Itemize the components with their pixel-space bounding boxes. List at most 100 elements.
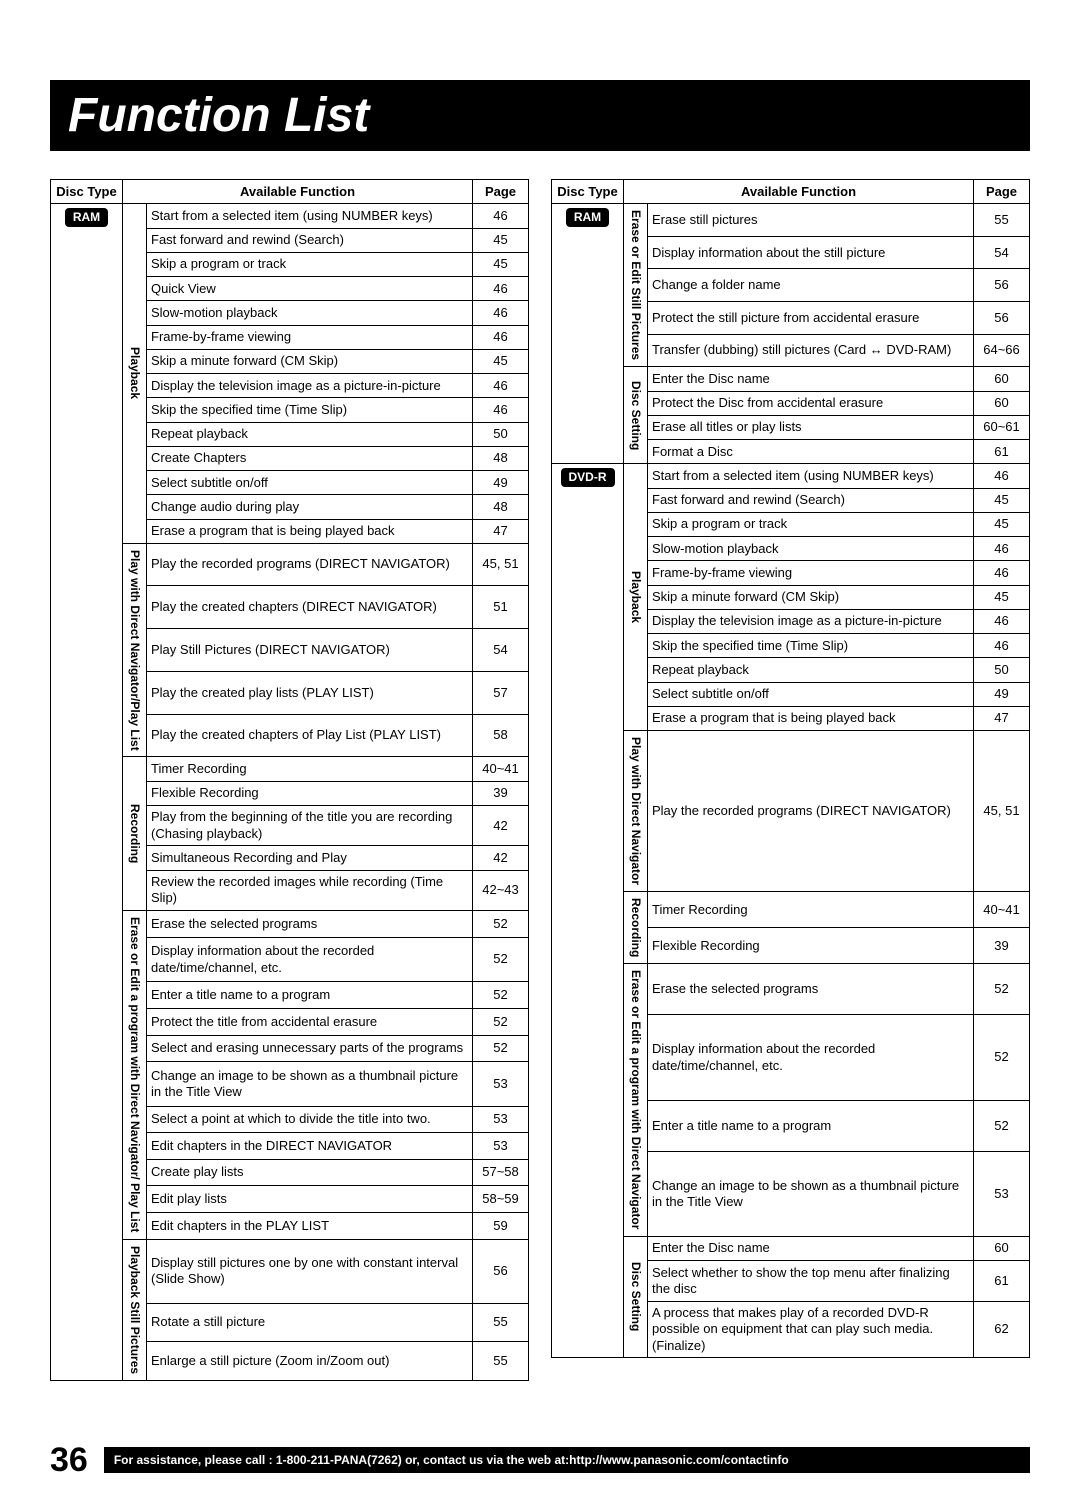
page-cell: 45: [473, 349, 529, 373]
disc-type-cell: DVD-R: [552, 464, 624, 1358]
page-cell: 57: [473, 671, 529, 714]
page-cell: 50: [974, 658, 1030, 682]
function-cell: Slow-motion playback: [147, 301, 473, 325]
function-cell: Play the recorded programs (DIRECT NAVIG…: [648, 731, 974, 892]
function-cell: Transfer (dubbing) still pictures (Card …: [648, 334, 974, 367]
page-cell: 46: [473, 374, 529, 398]
disc-type-cell: RAM: [51, 204, 123, 1380]
category-label: Erase or Edit Still Pictures: [624, 204, 648, 367]
function-cell: Enter a title name to a program: [147, 982, 473, 1009]
page-cell: 42: [473, 846, 529, 870]
page-cell: 52: [974, 964, 1030, 1015]
function-cell: Play the created chapters of Play List (…: [147, 714, 473, 757]
page-cell: 52: [473, 982, 529, 1009]
main-columns: Disc Type Available Function Page RAM Pla…: [50, 179, 1030, 1381]
function-cell: Play the created play lists (PLAY LIST): [147, 671, 473, 714]
page-cell: 46: [473, 277, 529, 301]
page-cell: 52: [974, 1100, 1030, 1151]
table-row: Play with Direct NavigatorPlay the recor…: [552, 731, 1030, 892]
function-cell: Play from the beginning of the title you…: [147, 805, 473, 846]
function-cell: Display the television image as a pictur…: [648, 609, 974, 633]
function-cell: Change a folder name: [648, 269, 974, 302]
disc-badge: DVD-R: [561, 468, 615, 487]
page-cell: 42: [473, 805, 529, 846]
function-cell: Erase the selected programs: [147, 911, 473, 938]
function-cell: Review the recorded images while recordi…: [147, 870, 473, 911]
function-cell: Enlarge a still picture (Zoom in/Zoom ou…: [147, 1342, 473, 1380]
category-label: Recording: [624, 892, 648, 964]
function-cell: Flexible Recording: [147, 781, 473, 805]
function-cell: Protect the Disc from accidental erasure: [648, 391, 974, 415]
page-title: Function List: [50, 88, 1030, 143]
page-cell: 58~59: [473, 1186, 529, 1213]
page-cell: 50: [473, 422, 529, 446]
page-cell: 62: [974, 1301, 1030, 1358]
function-cell: Erase a program that is being played bac…: [648, 706, 974, 730]
function-cell: Timer Recording: [648, 892, 974, 928]
page-cell: 45: [974, 512, 1030, 536]
table-row: RAMErase or Edit Still PicturesErase sti…: [552, 204, 1030, 237]
function-cell: Change an image to be shown as a thumbna…: [147, 1062, 473, 1106]
page-cell: 54: [974, 236, 1030, 269]
function-cell: Create play lists: [147, 1159, 473, 1186]
th-page: Page: [473, 180, 529, 204]
function-cell: Select a point at which to divide the ti…: [147, 1106, 473, 1133]
page-cell: 60: [974, 1236, 1030, 1260]
function-cell: Erase a program that is being played bac…: [147, 519, 473, 543]
page-cell: 60~61: [974, 415, 1030, 439]
table-row: Playback Still PicturesDisplay still pic…: [51, 1239, 529, 1303]
th-disc-type: Disc Type: [51, 180, 123, 204]
page-cell: 53: [473, 1133, 529, 1160]
table-row: Play with Direct Navigator/Play ListPlay…: [51, 543, 529, 586]
page-cell: 58: [473, 714, 529, 757]
page-cell: 47: [473, 519, 529, 543]
page-cell: 46: [974, 634, 1030, 658]
table-row: Disc SettingEnter the Disc name60: [552, 367, 1030, 391]
page-cell: 46: [473, 301, 529, 325]
function-cell: Flexible Recording: [648, 928, 974, 964]
function-cell: Erase still pictures: [648, 204, 974, 237]
function-cell: Display information about the recorded d…: [147, 937, 473, 981]
right-column: Disc Type Available Function Page RAMEra…: [551, 179, 1030, 1358]
table-row: RecordingTimer Recording40~41: [51, 757, 529, 781]
function-cell: Repeat playback: [147, 422, 473, 446]
function-cell: Skip a minute forward (CM Skip): [648, 585, 974, 609]
page-cell: 52: [974, 1015, 1030, 1100]
page-cell: 45: [974, 585, 1030, 609]
function-cell: Slow-motion playback: [648, 537, 974, 561]
page-number: 36: [50, 1441, 88, 1480]
category-label: Erase or Edit a program with Direct Navi…: [624, 964, 648, 1236]
function-cell: Skip the specified time (Time Slip): [147, 398, 473, 422]
th-func: Available Function: [624, 180, 974, 204]
table-row: Erase or Edit a program with Direct Navi…: [51, 911, 529, 938]
page-cell: 57~58: [473, 1159, 529, 1186]
function-cell: Play the recorded programs (DIRECT NAVIG…: [147, 543, 473, 586]
page-cell: 64~66: [974, 334, 1030, 367]
category-label: Play with Direct Navigator: [624, 731, 648, 892]
function-cell: Select whether to show the top menu afte…: [648, 1261, 974, 1302]
function-cell: Start from a selected item (using NUMBER…: [147, 204, 473, 228]
page-cell: 45, 51: [974, 731, 1030, 892]
ram-badge: RAM: [65, 208, 108, 227]
function-cell: Repeat playback: [648, 658, 974, 682]
function-cell: Play the created chapters (DIRECT NAVIGA…: [147, 586, 473, 629]
category-label: Disc Setting: [624, 1236, 648, 1358]
page-cell: 60: [974, 391, 1030, 415]
left-column: Disc Type Available Function Page RAMPla…: [50, 179, 529, 1381]
footer-text: For assistance, please call : 1-800-211-…: [104, 1447, 1030, 1473]
page-cell: 49: [473, 471, 529, 495]
table-row: DVD-RPlaybackStart from a selected item …: [552, 464, 1030, 488]
function-cell: Erase all titles or play lists: [648, 415, 974, 439]
category-label: Playback: [123, 204, 147, 544]
page-cell: 42~43: [473, 870, 529, 911]
function-cell: Protect the title from accidental erasur…: [147, 1008, 473, 1035]
page-cell: 52: [473, 1035, 529, 1062]
table-row: RecordingTimer Recording40~41: [552, 892, 1030, 928]
page-cell: 56: [974, 269, 1030, 302]
page-cell: 61: [974, 440, 1030, 464]
function-cell: Change audio during play: [147, 495, 473, 519]
function-cell: Fast forward and rewind (Search): [147, 228, 473, 252]
function-cell: Frame-by-frame viewing: [648, 561, 974, 585]
th-disc-type: Disc Type: [552, 180, 624, 204]
page-cell: 46: [473, 398, 529, 422]
